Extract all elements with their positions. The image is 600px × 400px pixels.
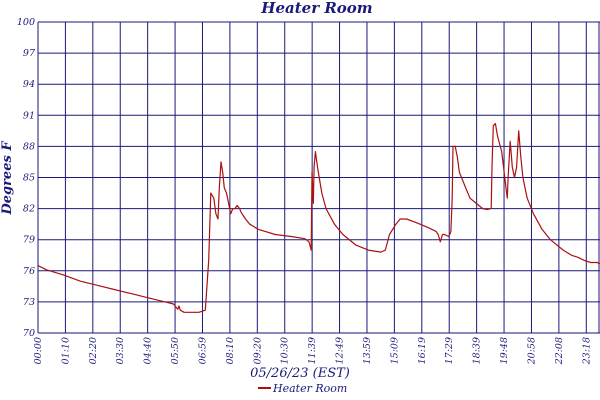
x-tick-label: 01:10: [60, 337, 71, 364]
x-tick-label: 18:39: [472, 337, 483, 364]
y-axis-label: Degrees F: [0, 141, 15, 216]
y-tick-label: 85: [23, 173, 35, 184]
y-tick-label: 79: [23, 235, 35, 246]
x-tick-label: 15:09: [389, 337, 400, 364]
y-axis-ticks: 100 97 94 91 88 85 82 79 76 73 70: [17, 17, 36, 339]
x-tick-label: 19:48: [499, 337, 510, 364]
y-tick-label: 70: [23, 328, 35, 339]
series-lines: [37, 123, 600, 313]
chart-title: Heater Room: [260, 0, 372, 17]
series-line: [37, 123, 600, 313]
x-tick-label: 13:59: [362, 337, 373, 364]
x-tick-label: 06:59: [197, 337, 208, 364]
x-tick-label: 16:19: [417, 337, 428, 364]
x-tick-label: 11:39: [307, 337, 318, 364]
y-tick-label: 73: [23, 297, 35, 308]
grid: [37, 21, 600, 334]
y-tick-label: 76: [23, 266, 35, 277]
x-tick-label: 22:08: [554, 337, 565, 365]
y-tick-label: 82: [23, 204, 35, 215]
x-tick-label: 09:20: [252, 337, 263, 364]
x-tick-label: 10:30: [280, 337, 291, 364]
y-tick-label: 88: [23, 141, 35, 152]
legend-label: Heater Room: [272, 382, 347, 395]
x-tick-label: 20:58: [526, 337, 537, 365]
x-axis-label: 05/26/23 (EST): [250, 366, 350, 381]
x-tick-label: 12:49: [335, 337, 346, 364]
y-tick-label: 97: [23, 48, 36, 59]
y-tick-label: 94: [23, 79, 35, 90]
x-tick-label: 05:50: [170, 337, 181, 364]
x-tick-label: 04:40: [143, 337, 154, 364]
x-tick-label: 08:10: [225, 337, 236, 364]
x-tick-label: 17:29: [444, 337, 455, 364]
y-tick-label: 91: [23, 110, 35, 121]
x-tick-label: 00:00: [33, 337, 44, 364]
x-tick-label: 02:20: [88, 337, 99, 364]
y-tick-label: 100: [17, 17, 35, 28]
x-tick-label: 23:18: [581, 337, 592, 365]
legend: Heater Room: [258, 382, 347, 395]
x-tick-label: 03:30: [115, 337, 126, 364]
x-axis-ticks: 00:00 01:10 02:20 03:30 04:40 05:50 06:59 08:10…: [33, 337, 592, 365]
